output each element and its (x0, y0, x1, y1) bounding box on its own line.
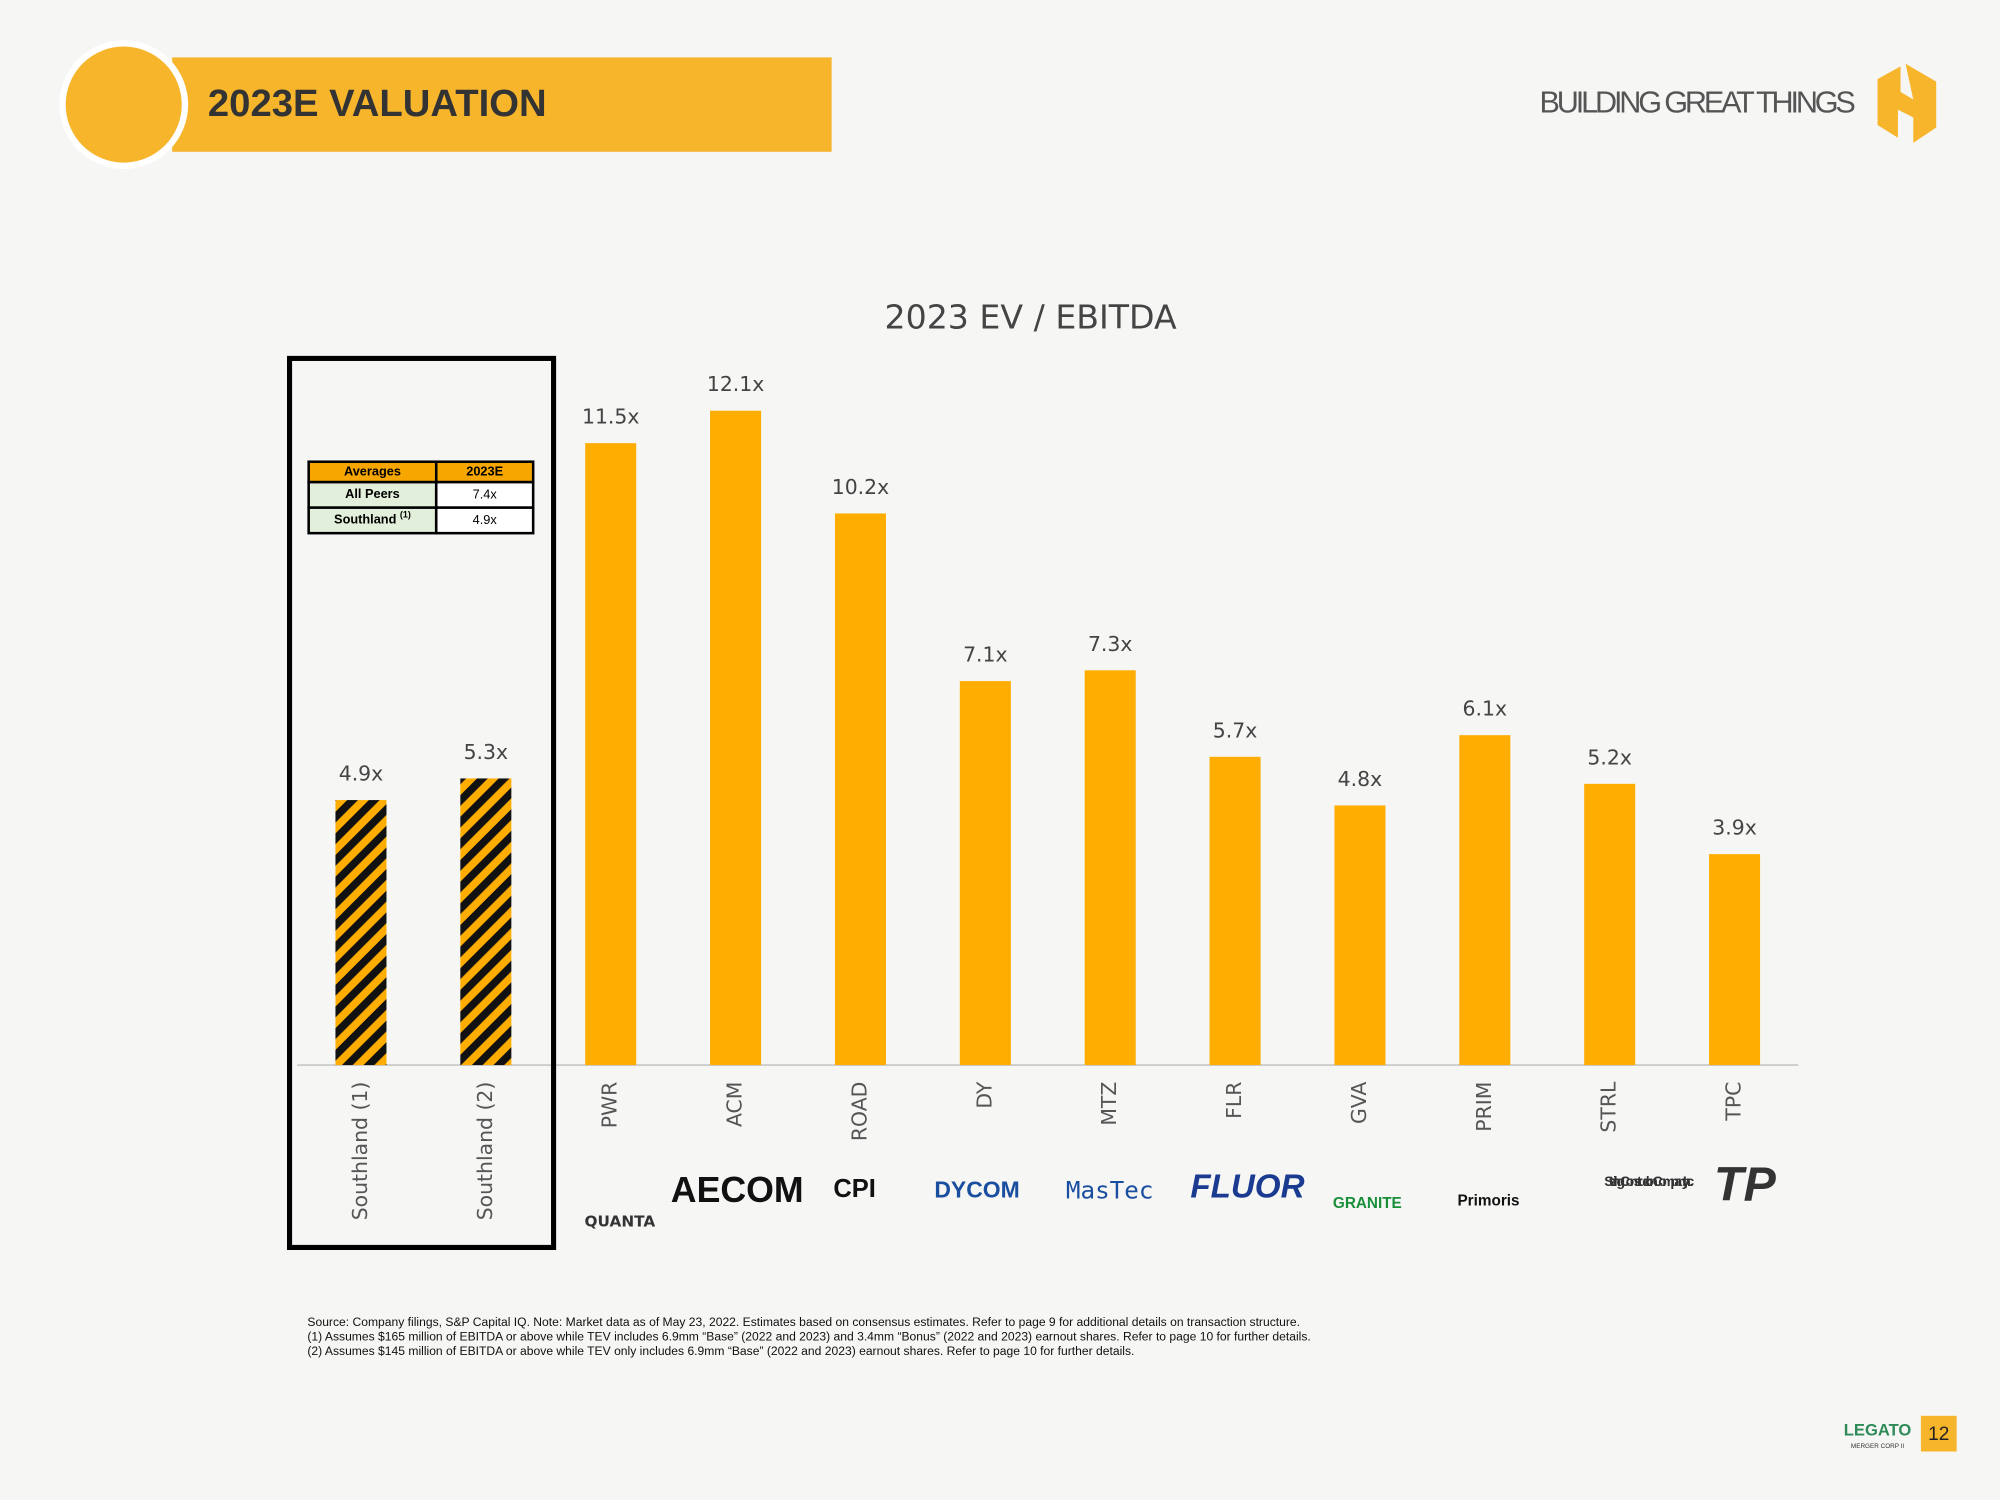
company-logo: CPI (833, 1175, 876, 1203)
x-tick-label: Southland (2) (473, 1082, 497, 1221)
bar (959, 681, 1011, 1066)
company-logo: Sterling Construction Company, Inc. (1604, 1173, 1694, 1189)
x-tick-label: MTZ (1097, 1082, 1121, 1126)
value-label: 5.2x (1587, 745, 1632, 769)
logos: QUANTA AECOM CPI DYCOM MasTec FLUOR GRANITE Pri… (585, 1157, 1777, 1230)
x-tick-label: PWR (598, 1082, 622, 1129)
page-title: 2023E VALUATION (208, 82, 547, 125)
averages-table: Averages 2023E All Peers 7.4x Southland (1) 4… (307, 460, 535, 535)
chart-title: 2023 EV / EBITDA (885, 297, 1177, 336)
row-note: (1) (400, 510, 411, 520)
table-row-value: 7.4x (473, 486, 498, 501)
table-row-value: 4.9x (473, 512, 498, 527)
bar (335, 800, 387, 1066)
x-tick-label: Southland (1) (348, 1082, 372, 1221)
bar (834, 513, 886, 1066)
company-logo: TP (1714, 1157, 1777, 1211)
value-label: 4.8x (1338, 767, 1382, 791)
x-tick-label: FLR (1222, 1082, 1246, 1119)
value-label: 12.1x (707, 372, 764, 396)
bar (710, 410, 762, 1066)
value-label: 3.9x (1712, 816, 1757, 840)
company-logo: Primoris (1457, 1193, 1519, 1210)
highlight-box (286, 355, 557, 1250)
value-label: 4.9x (339, 762, 384, 786)
tagline: BUILDING GREAT THINGS (1540, 86, 1856, 120)
table-row-label: All Peers (345, 486, 400, 501)
x-tick-label: TPC (1722, 1082, 1746, 1122)
x-tick-label: DY (972, 1081, 996, 1109)
bar (1209, 756, 1261, 1066)
value-label: 7.3x (1088, 632, 1133, 656)
row-label: Southland (334, 512, 396, 527)
x-tick-label: PRIM (1472, 1082, 1496, 1132)
company-logo: GRANITE (1333, 1195, 1402, 1212)
bar (1584, 783, 1636, 1066)
bar (1084, 670, 1136, 1066)
table-value-cell (434, 480, 535, 509)
page-number: 12 (1928, 1424, 1949, 1445)
bar (585, 443, 637, 1066)
brand-logo (1877, 63, 1937, 143)
company-logo: MasTec (1066, 1176, 1153, 1204)
value-label: 11.5x (582, 405, 639, 429)
title-circle (59, 40, 189, 170)
footnote: Source: Company filings, S&P Capital IQ.… (307, 1315, 1300, 1329)
bar (1459, 735, 1511, 1066)
footnote: (2) Assumes $145 million of EBITDA or ab… (307, 1344, 1134, 1358)
table-row-label: Southland (1) (334, 510, 411, 527)
footnotes: Source: Company filings, S&P Capital IQ.… (307, 1315, 1310, 1358)
table-header-cell: 2023E (466, 463, 503, 478)
row-label: All Peers (345, 486, 400, 501)
x-tick-label: STRL (1597, 1081, 1621, 1133)
bar (1709, 854, 1761, 1066)
table-header-cell: Averages (344, 463, 401, 478)
value-label: 6.1x (1463, 697, 1508, 721)
bar (1334, 805, 1386, 1066)
company-logo: AECOM (671, 1170, 804, 1210)
x-tick-label: ACM (723, 1082, 747, 1127)
value-label: 7.1x (963, 643, 1008, 667)
company-logo: FLUOR (1190, 1169, 1304, 1206)
value-label: 5.7x (1213, 718, 1258, 742)
x-tick-label: GVA (1347, 1082, 1371, 1124)
value-label: 10.2x (832, 475, 889, 499)
page-number-box (1920, 1415, 1957, 1452)
footer-sub: MERGER CORP II (1851, 1443, 1904, 1450)
company-logo: DYCOM (934, 1176, 1019, 1202)
title-bar (172, 57, 832, 152)
x-tick-label: ROAD (847, 1082, 871, 1142)
company-logo: QUANTA (585, 1212, 656, 1230)
footer-brand: LEGATO (1844, 1420, 1912, 1439)
table-value-cell (434, 506, 535, 535)
value-label: 5.3x (464, 740, 509, 764)
footnote: (1) Assumes $165 million of EBITDA or ab… (307, 1330, 1310, 1344)
bar (460, 778, 512, 1066)
